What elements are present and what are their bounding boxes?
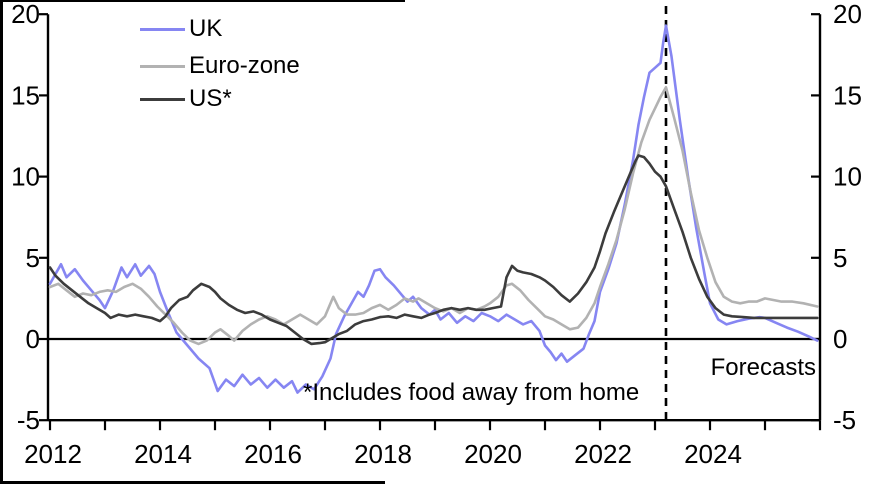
footnote-text: *Includes food away from home — [303, 379, 640, 406]
euro-zone-line-swatch — [140, 64, 185, 68]
y-axis-label-left: 20 — [11, 0, 40, 29]
y-axis-label-right: 10 — [833, 162, 862, 192]
legend-item-us: US* — [140, 87, 232, 111]
y-axis-label-left: 0 — [26, 324, 40, 354]
x-axis-label: 2016 — [244, 439, 302, 469]
y-axis-label-right: 15 — [833, 80, 862, 110]
border-top — [0, 0, 405, 2]
border-left — [0, 0, 3, 484]
y-axis-label-left: 5 — [26, 243, 40, 273]
y-axis-label-left: 15 — [11, 80, 40, 110]
legend-item-uk: UK — [140, 17, 222, 41]
x-axis-label: 2022 — [574, 439, 632, 469]
legend-label-us: US* — [189, 85, 232, 112]
y-axis-label-right: 5 — [833, 243, 847, 273]
series-line-uk — [48, 24, 819, 394]
x-axis-label: 2024 — [684, 439, 742, 469]
x-axis-label: 2014 — [134, 439, 192, 469]
border-bottom — [0, 481, 385, 484]
y-axis-label-left: 10 — [11, 162, 40, 192]
x-axis-label: 2012 — [24, 439, 82, 469]
y-axis-label-right: -5 — [833, 405, 856, 435]
y-axis-label-right: 0 — [833, 324, 847, 354]
x-axis-label: 2020 — [464, 439, 522, 469]
forecast-label: Forecasts — [710, 354, 816, 381]
x-axis-label: 2018 — [354, 439, 412, 469]
us-line-swatch — [140, 97, 185, 101]
uk-line-swatch — [140, 27, 185, 31]
series-line-us — [48, 154, 819, 346]
y-axis-label-left: -5 — [17, 405, 40, 435]
legend-item-euro-zone: Euro-zone — [140, 54, 300, 78]
legend-label-euro-zone: Euro-zone — [189, 52, 300, 79]
y-axis-label-right: 20 — [833, 0, 862, 29]
series-line-eurozone — [48, 86, 819, 346]
legend-label-uk: UK — [189, 15, 223, 42]
